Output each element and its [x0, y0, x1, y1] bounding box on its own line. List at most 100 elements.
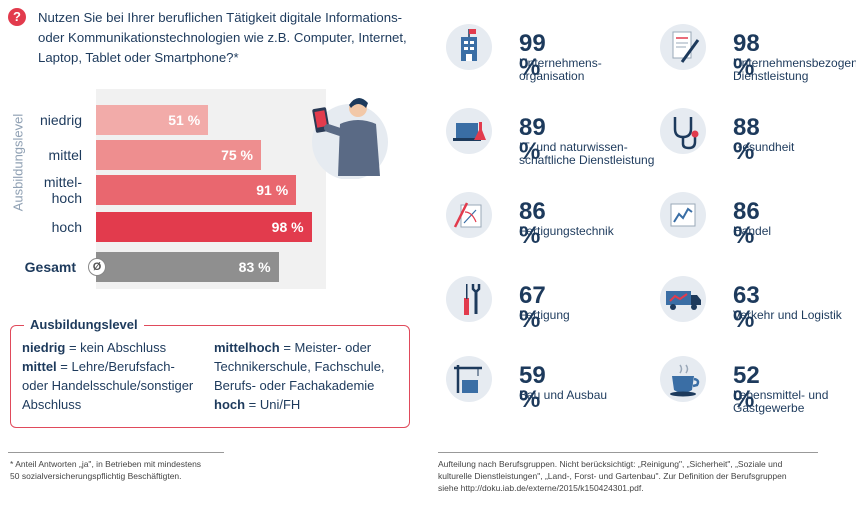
sector-label-line: Dienstleistung — [733, 69, 809, 83]
legend-line: mittel = Lehre/Berufsfach- — [22, 357, 212, 376]
question-line: oder Kommunikationstechnologien wie z.B.… — [38, 30, 407, 45]
sector-label: Gesundheit — [733, 141, 855, 154]
line-chart-icon — [660, 192, 706, 238]
legend-definition: = Meister- oder — [279, 340, 372, 355]
sector-label-line: Handel — [733, 224, 772, 238]
truck-icon — [660, 276, 706, 322]
footnote-line: Aufteilung nach Berufsgruppen. Nicht ber… — [438, 459, 783, 469]
office-building-icon — [446, 24, 492, 70]
construction-icon — [446, 356, 492, 402]
footnote-right: Aufteilung nach Berufsgruppen. Nicht ber… — [438, 458, 854, 494]
sector-label-line: Fertigung — [519, 308, 570, 322]
sector-label: Unternehmens-organisation — [519, 57, 657, 83]
sector-label: Verkehr und Logistik — [733, 309, 855, 322]
sector-percentage: 86 % — [519, 198, 546, 249]
category-label-line: mittel — [48, 147, 82, 163]
footnote-divider — [438, 452, 818, 453]
category-label: Gesamt — [12, 259, 76, 275]
sector-percentage: 63 % — [733, 282, 760, 333]
category-label-line: mittel- — [43, 174, 82, 190]
footnote-line: siehe http://doku.iab.de/externe/2015/k1… — [438, 483, 644, 493]
tools-icon — [446, 276, 492, 322]
category-label-line: Gesamt — [24, 259, 76, 275]
sector-label-line: Unternehmensbezogene — [733, 56, 856, 70]
sector-label: Unternehmensbezogene Dienstleistung — [733, 56, 856, 83]
sector-percentage: 89 % — [519, 114, 546, 165]
laptop-flask-icon — [446, 108, 492, 154]
question-line: Nutzen Sie bei Ihrer beruflichen Tätigke… — [38, 10, 403, 25]
sector-percentage: 99 % — [519, 30, 546, 81]
legend-definition: = Lehre/Berufsfach- — [56, 359, 175, 374]
category-label: hoch — [12, 219, 82, 235]
sector-label-line: Fertigungstechnik — [519, 224, 614, 238]
sector-percentage: 59 % — [519, 362, 546, 413]
technical-drawing-icon — [446, 192, 492, 238]
bar: 51 % — [96, 105, 209, 135]
legend-line: oder Handelsschule/sonstiger — [22, 376, 212, 395]
bar-value-label: 75 % — [221, 147, 253, 163]
sector-label: Fertigung — [519, 309, 657, 322]
sector-label: Handel — [733, 225, 855, 238]
sector-label-line: Gesundheit — [733, 140, 795, 154]
legend-left-column: niedrig = kein Abschluss mittel = Lehre/… — [22, 338, 212, 414]
legend-term: niedrig — [22, 340, 66, 355]
legend-definition: oder Handelsschule/sonstiger — [22, 378, 194, 393]
sector-label-line: Verkehr und Logistik — [733, 308, 842, 322]
sector-percentage: 88 % — [733, 114, 760, 165]
sector-percentage: 86 % — [733, 198, 760, 249]
bar-value-label: 91 % — [256, 182, 289, 198]
category-label: niedrig — [12, 112, 82, 128]
bar: 83 % — [96, 252, 279, 282]
legend-line: hoch = Uni/FH — [214, 395, 404, 414]
legend-line: mittelhoch = Meister- oder — [214, 338, 404, 357]
sector-label: Lebensmittel- und Gastgewerbe — [733, 389, 855, 415]
sector-label-line: schaftliche Dienstleistung — [519, 153, 655, 167]
legend-definition: Technikerschule, Fachschule, — [214, 359, 385, 374]
legend-definition: Berufs- oder Fachakademie — [214, 378, 375, 393]
sector-percentage: 67 % — [519, 282, 546, 333]
sector-percentage: 98 % — [733, 30, 760, 81]
legend-line: Technikerschule, Fachschule, — [214, 357, 404, 376]
sector-label-line: Lebensmittel- und — [733, 388, 829, 402]
stethoscope-icon — [660, 108, 706, 154]
footnote-line: 50 sozialversicherungspflichtig Beschäft… — [10, 471, 182, 481]
legend-term: mittel — [22, 359, 57, 374]
legend-term: mittelhoch — [214, 340, 280, 355]
sector-label-line: organisation — [519, 69, 585, 83]
legend-definition: = Uni/FH — [245, 397, 301, 412]
legend-line: Abschluss — [22, 395, 212, 414]
legend-line: Berufs- oder Fachakademie — [214, 376, 404, 395]
sector-label-line: Unternehmens- — [519, 56, 602, 70]
sector-label: IT- und naturwissen-schaftliche Dienstle… — [519, 141, 657, 167]
footnote-left: * Anteil Antworten „ja", in Betrieben mi… — [10, 458, 290, 482]
question-text: Nutzen Sie bei Ihrer beruflichen Tätigke… — [38, 8, 418, 68]
question-line: Laptop, Tablet oder Smartphone?* — [38, 50, 239, 65]
legend-title: Ausbildungslevel — [24, 317, 144, 332]
footnote-line: kulturelle Dienstleistungen", „Land-, Fo… — [438, 471, 787, 481]
category-label-line: hoch — [51, 190, 82, 206]
bar-value-label: 51 % — [168, 112, 201, 128]
sector-label-line: IT- und naturwissen- — [519, 140, 628, 154]
footnote-line: * Anteil Antworten „ja", in Betrieben mi… — [10, 459, 202, 469]
category-label: mittel-hoch — [12, 174, 82, 206]
bar-value-label: 83 % — [238, 259, 271, 275]
legend-term: hoch — [214, 397, 246, 412]
average-symbol: Ø — [88, 258, 106, 276]
bar: 98 % — [96, 212, 312, 242]
category-label-line: hoch — [51, 219, 82, 235]
sector-label-line: Gastgewerbe — [733, 401, 805, 415]
sector-label: Bau und Ausbau — [519, 389, 657, 402]
coffee-cup-icon — [660, 356, 706, 402]
sector-percentage: 52 % — [733, 362, 760, 413]
legend-box — [10, 325, 410, 428]
bar-value-label: 98 % — [271, 219, 304, 235]
legend-right-column: mittelhoch = Meister- oder Technikerschu… — [214, 338, 404, 414]
legend-definition: Abschluss — [22, 397, 82, 412]
question-icon: ? — [8, 8, 26, 26]
bar: 91 % — [96, 175, 297, 205]
legend-definition: = kein Abschluss — [65, 340, 167, 355]
bar: 75 % — [96, 140, 261, 170]
sector-label: Fertigungstechnik — [519, 225, 657, 238]
person-smartphone-illustration — [312, 97, 388, 179]
footnote-divider — [8, 452, 224, 453]
